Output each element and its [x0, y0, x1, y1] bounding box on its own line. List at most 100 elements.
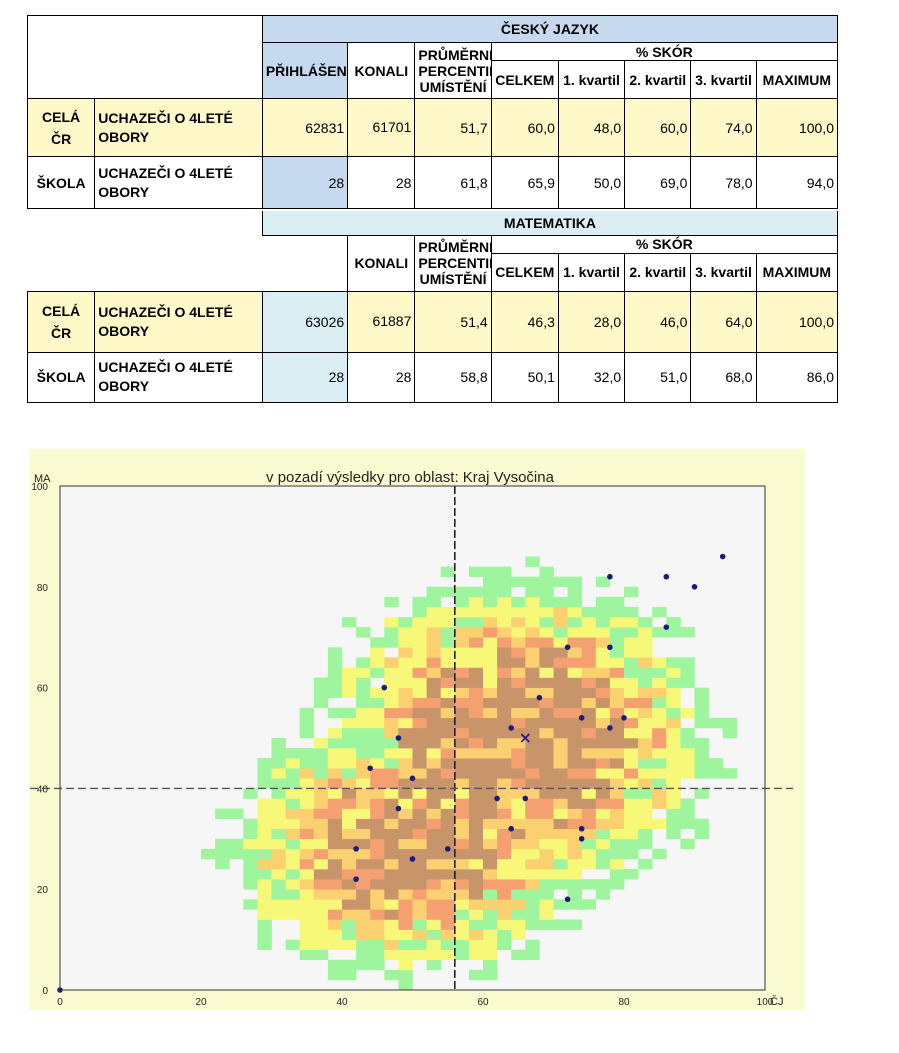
heat-cell: [567, 828, 582, 840]
heat-cell: [624, 798, 639, 809]
heat-cell: [412, 667, 427, 678]
heat-cell: [539, 909, 554, 920]
heat-cell: [638, 788, 653, 799]
heat-cell: [412, 647, 427, 658]
heat-cell: [694, 697, 709, 709]
heat-cell: [595, 748, 611, 759]
heat-cell: [454, 778, 470, 789]
heat-cell: [468, 707, 484, 719]
heat-cell: [525, 869, 540, 880]
heat-cell: [553, 788, 568, 799]
heat-cell: [666, 768, 681, 779]
heat-cell: [285, 869, 300, 880]
data-point: [508, 725, 514, 731]
ma-head-skor: % SKÓR: [490, 234, 839, 254]
cell-k2: 46,0: [624, 290, 692, 353]
cell-k3: 78,0: [690, 156, 757, 209]
heat-cell: [553, 707, 568, 719]
heat-cell: [624, 778, 639, 789]
heat-cell: [257, 798, 272, 809]
heat-cell: [609, 758, 625, 769]
heat-cell: [342, 959, 357, 971]
heat-cell: [412, 687, 427, 698]
heat-cell: [342, 879, 357, 890]
heatmap-layer: [201, 556, 738, 991]
heat-cell: [370, 848, 385, 860]
heat-cell: [370, 929, 385, 940]
heat-cell: [454, 818, 470, 830]
chart-title: v pozadí výsledky pro oblast: Kraj Vysoč…: [266, 469, 555, 486]
x-tick-label: 60: [477, 997, 489, 1008]
heat-cell: [595, 889, 611, 900]
heat-cell: [327, 657, 343, 668]
heat-cell: [299, 919, 315, 930]
heat-cell: [243, 869, 258, 880]
heat-cell: [327, 838, 343, 850]
data-point: [494, 795, 500, 802]
heat-cell: [426, 677, 441, 688]
heat-cell: [384, 818, 399, 830]
row-group: UCHAZEČI O 4LETÉ OBORY: [94, 351, 263, 403]
heat-cell: [342, 889, 357, 900]
heat-cell: [595, 768, 611, 779]
heat-cell: [271, 768, 286, 779]
cell-max: 100,0: [755, 98, 839, 157]
heat-cell: [342, 788, 357, 799]
heat-cell: [384, 768, 399, 779]
heat-cell: [624, 838, 639, 850]
heat-cell: [440, 788, 456, 799]
heat-cell: [271, 818, 286, 830]
heat-cell: [370, 879, 385, 890]
heat-cell: [299, 808, 315, 819]
heat-cell: [652, 677, 667, 688]
heat-cell: [680, 627, 695, 638]
heat-cell: [327, 788, 343, 799]
heat-cell: [497, 808, 512, 819]
heat-cell: [567, 717, 582, 729]
heat-cell: [426, 959, 441, 971]
heat-cell: [553, 768, 568, 779]
heat-cell: [426, 848, 441, 860]
heat-cell: [384, 848, 399, 860]
data-point: [663, 624, 670, 630]
heat-cell: [342, 808, 357, 819]
heat-cell: [497, 717, 512, 729]
heat-cell: [327, 748, 343, 759]
cj-title: ČESKÝ JAZYK: [261, 15, 839, 43]
heat-cell: [299, 758, 315, 769]
heat-cell: [638, 717, 653, 729]
heat-cell: [680, 677, 695, 688]
heat-cell: [624, 768, 639, 779]
heat-cell: [454, 627, 470, 638]
heat-cell: [567, 657, 582, 668]
heat-cell: [497, 848, 512, 860]
heat-cell: [243, 848, 258, 860]
heat-cell: [384, 879, 399, 890]
heat-cell: [313, 687, 329, 698]
heat-cell: [581, 677, 597, 688]
cj-head-k2: 2. kvartil: [624, 60, 692, 99]
heat-cell: [398, 848, 413, 860]
heat-cell: [215, 858, 230, 870]
heat-cell: [412, 596, 427, 608]
heat-cell: [553, 879, 568, 890]
heat-cell: [624, 848, 639, 860]
heat-cell: [539, 586, 554, 598]
heat-cell: [539, 667, 554, 678]
heat-cell: [426, 627, 441, 638]
row-group: UCHAZEČI O 4LETÉ OBORY: [94, 156, 263, 209]
heat-cell: [666, 738, 681, 749]
heat-cell: [624, 758, 639, 769]
heat-cell: [257, 879, 272, 890]
heat-cell: [652, 798, 667, 809]
heat-cell: [567, 586, 582, 598]
heat-cell: [454, 657, 470, 668]
heat-cell: [426, 727, 441, 739]
row-label: ŠKOLA: [26, 156, 96, 209]
heat-cell: [595, 828, 611, 840]
heat-cell: [398, 667, 413, 678]
heat-cell: [539, 778, 554, 789]
heat-cell: [426, 667, 441, 678]
heat-cell: [553, 576, 568, 588]
plot-frame: [59, 485, 766, 991]
